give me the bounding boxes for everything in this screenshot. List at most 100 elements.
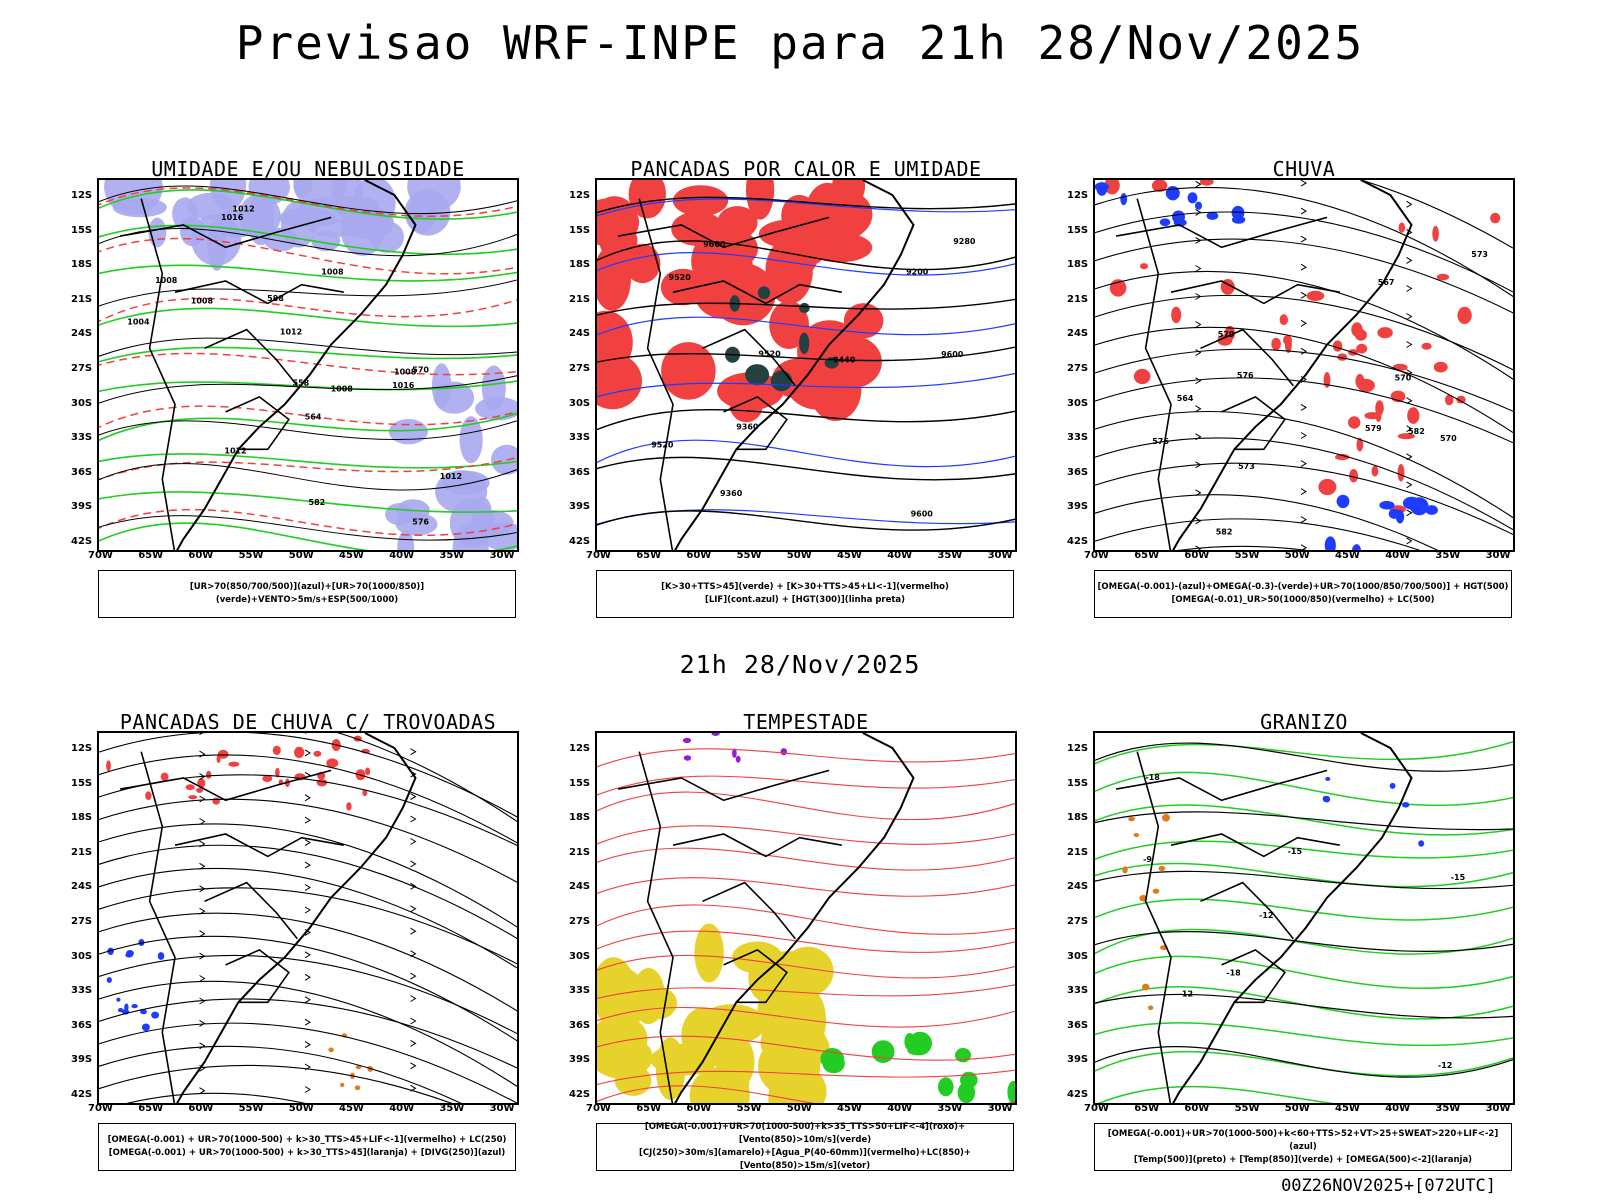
lat-tick-label: 27S	[569, 916, 591, 927]
panel-6-map-svg: -12 -9 -12 -15 -18 -15 -12 -18	[1095, 733, 1513, 1103]
stream-arrow	[199, 795, 206, 803]
contour-label: 9600	[911, 510, 934, 519]
rain-area	[1375, 400, 1384, 416]
contour-label: 576	[412, 517, 429, 526]
humidity-lower-contour	[99, 453, 517, 469]
legend-line: [OMEGA(-0.001)+UR>70(1000-500)+k<60+TTS>…	[1107, 1128, 1499, 1152]
lon-tick-label: 35W	[937, 1103, 963, 1114]
lat-tick-label: 24S	[569, 328, 591, 340]
lc250-streamline	[99, 1045, 462, 1103]
thunderstorm-area	[313, 750, 322, 757]
country-border	[638, 751, 674, 1103]
country-border	[119, 769, 332, 802]
rain-area	[1421, 342, 1432, 350]
stream-arrow	[304, 861, 311, 869]
omega500-area	[1141, 983, 1150, 991]
temp500-contour	[1095, 870, 1513, 890]
rain-area	[1433, 361, 1448, 373]
rain-area	[1349, 469, 1359, 483]
thunder-risk-area	[628, 180, 666, 219]
lif-contour	[597, 439, 1015, 468]
wind-850-area	[871, 1040, 895, 1063]
lon-tick-label: 30W	[489, 550, 515, 561]
hgt300-contour	[597, 409, 1015, 431]
contour-label: 9520	[669, 273, 692, 282]
run-stamp: 00Z26NOV2025+[072UTC]	[1281, 1176, 1496, 1196]
lon-tick-label: 45W	[339, 1103, 364, 1114]
rain-area	[1456, 395, 1466, 404]
thunder-risk-area	[661, 342, 716, 400]
country-border	[1200, 328, 1294, 387]
hgt500-streamline	[1095, 294, 1513, 371]
lat-tick-label: 15S	[569, 224, 591, 236]
lon-tick-label: 35W	[439, 1103, 465, 1114]
omega-area	[1324, 536, 1336, 550]
lat-tick-label: 39S	[71, 501, 93, 513]
lc250-streamline	[99, 954, 517, 1035]
lon-tick-label: 35W	[1435, 550, 1461, 561]
thunderstorm-area	[228, 761, 240, 767]
rain-area	[1377, 327, 1393, 339]
lon-tick-label: 55W	[1234, 550, 1260, 561]
stream-arrow	[304, 973, 311, 981]
lon-tick-label: 50W	[786, 1103, 812, 1114]
lon-tick-label: 60W	[1184, 550, 1210, 561]
lon-tick-label: 65W	[138, 550, 164, 561]
lon-tick-label: 45W	[339, 550, 364, 561]
lat-tick-label: 18S	[71, 812, 93, 824]
hgt500-streamline	[1359, 180, 1513, 249]
contour-label: 9200	[906, 267, 929, 276]
legend-line: [LIF](cont.azul) + [HGT(300)](linha pret…	[704, 595, 906, 605]
humidity-upper-area	[369, 221, 404, 253]
lat-tick-label: 42S	[1067, 536, 1089, 547]
thunderstorm-area	[216, 754, 221, 763]
stream-arrow	[410, 995, 417, 1002]
lat-tick-label: 33S	[569, 432, 591, 444]
stream-arrow	[1195, 349, 1202, 357]
contour-label: 9360	[720, 489, 743, 498]
hgt500-streamline	[1095, 494, 1439, 550]
lat-tick-label: 27S	[71, 363, 93, 374]
contour-label: 579	[1365, 424, 1382, 433]
hgt500-streamline	[1095, 211, 1513, 293]
lat-tick-label: 27S	[569, 363, 591, 374]
lon-tick-label: 45W	[1335, 1103, 1360, 1114]
thunderstorm-area	[262, 774, 273, 783]
stream-arrow	[199, 1019, 206, 1027]
humidity-lower-contour	[99, 380, 517, 393]
lc250-streamline	[126, 1092, 306, 1103]
jet-stream-area	[597, 967, 648, 1031]
lon-tick-label: 30W	[987, 550, 1013, 561]
stream-arrow	[1195, 265, 1202, 272]
thunder-risk-area	[703, 228, 758, 270]
pressure-contour	[99, 185, 517, 215]
hail-area	[1322, 795, 1329, 803]
stream-arrow	[410, 882, 417, 890]
lon-tick-label: 50W	[288, 550, 314, 561]
omega-area	[1379, 500, 1395, 510]
contour-label: 582	[1408, 427, 1425, 436]
hgt500-streamline	[1095, 437, 1513, 531]
lon-tick-label: 40W	[887, 550, 913, 561]
lon-tick-label: 65W	[636, 1103, 662, 1114]
lc850-streamline	[597, 877, 1015, 897]
contour-label: 570	[1440, 434, 1457, 443]
thunderstorm-area	[212, 797, 220, 805]
contour-label: 579	[1218, 330, 1235, 339]
thunder-risk-area	[843, 303, 884, 339]
rain-area	[1397, 464, 1405, 482]
lat-tick-label: 18S	[71, 259, 93, 271]
country-border	[225, 948, 290, 1004]
lc850-streamline	[597, 904, 1015, 935]
country-border	[1221, 395, 1286, 451]
rain-area	[1371, 465, 1379, 477]
contour-label: -15	[1288, 847, 1303, 856]
pressure-contour	[99, 420, 517, 441]
rain-area	[1271, 337, 1281, 351]
legend-line: [OMEGA(-0.01)_UR>50(1000/850)(vermelho) …	[1171, 595, 1435, 605]
lon-tick-label: 35W	[1435, 1103, 1461, 1114]
rain-area	[1199, 180, 1214, 186]
lon-tick-label: 65W	[636, 550, 662, 561]
wind-850-area	[938, 1077, 954, 1097]
lon-tick-label: 55W	[736, 1103, 762, 1114]
